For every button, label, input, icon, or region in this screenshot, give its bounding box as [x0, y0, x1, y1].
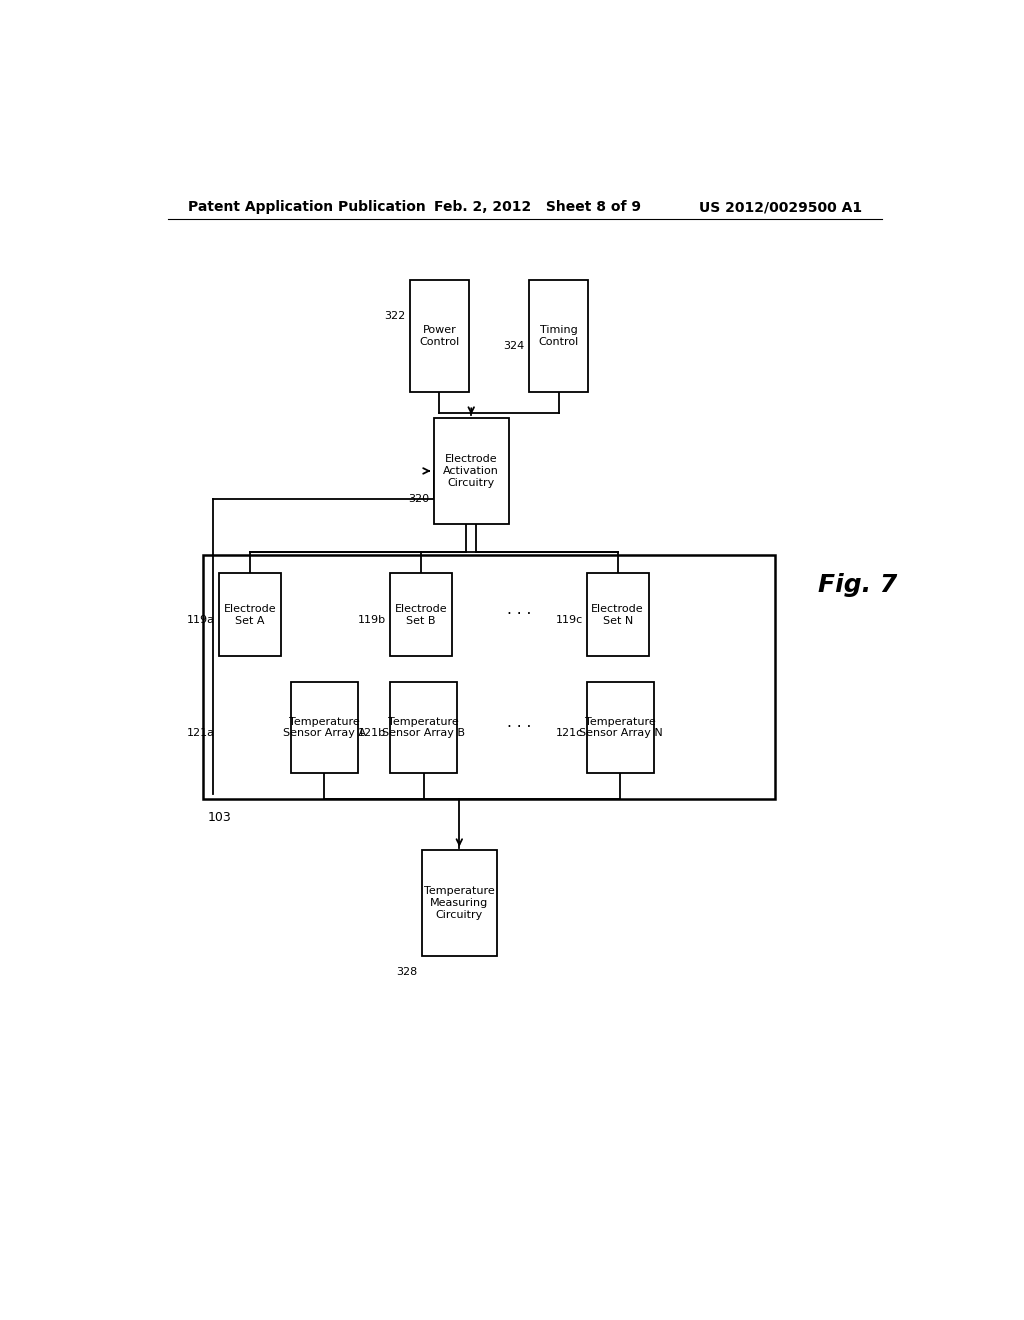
Text: US 2012/0029500 A1: US 2012/0029500 A1 — [699, 201, 862, 214]
Text: 328: 328 — [396, 966, 418, 977]
Text: Feb. 2, 2012   Sheet 8 of 9: Feb. 2, 2012 Sheet 8 of 9 — [433, 201, 641, 214]
Bar — [390, 682, 458, 774]
Text: Electrode
Set B: Electrode Set B — [394, 605, 447, 626]
Text: Temperature
Measuring
Circuitry: Temperature Measuring Circuitry — [424, 886, 495, 920]
Text: 322: 322 — [384, 312, 406, 321]
Text: Fig. 7: Fig. 7 — [818, 573, 898, 597]
Bar — [528, 280, 588, 392]
Text: 121b: 121b — [357, 727, 386, 738]
Bar — [433, 417, 509, 524]
Text: Temperature
Sensor Array A: Temperature Sensor Array A — [283, 717, 366, 738]
Text: Electrode
Set A: Electrode Set A — [224, 605, 276, 626]
Text: 121c: 121c — [555, 727, 583, 738]
Bar — [410, 280, 469, 392]
Text: . . .: . . . — [507, 602, 531, 618]
Bar — [291, 682, 358, 774]
Text: 103: 103 — [207, 810, 231, 824]
Bar — [390, 573, 452, 656]
Text: 119c: 119c — [555, 615, 583, 624]
Text: Electrode
Set N: Electrode Set N — [591, 605, 644, 626]
Text: Temperature
Sensor Array N: Temperature Sensor Array N — [579, 717, 663, 738]
Text: 119a: 119a — [187, 615, 215, 624]
Text: Electrode
Activation
Circuitry: Electrode Activation Circuitry — [443, 454, 499, 487]
Text: 320: 320 — [409, 494, 430, 504]
Text: Timing
Control: Timing Control — [539, 326, 579, 347]
Text: 121a: 121a — [187, 727, 215, 738]
Text: Patent Application Publication: Patent Application Publication — [187, 201, 425, 214]
Text: . . .: . . . — [507, 715, 531, 730]
Bar — [219, 573, 282, 656]
Text: Temperature
Sensor Array B: Temperature Sensor Array B — [382, 717, 465, 738]
Bar — [587, 573, 648, 656]
Text: 119b: 119b — [357, 615, 386, 624]
Bar — [587, 682, 654, 774]
Bar — [204, 554, 775, 799]
Bar — [422, 850, 497, 956]
Text: Power
Control: Power Control — [420, 326, 460, 347]
Text: 324: 324 — [504, 342, 524, 351]
